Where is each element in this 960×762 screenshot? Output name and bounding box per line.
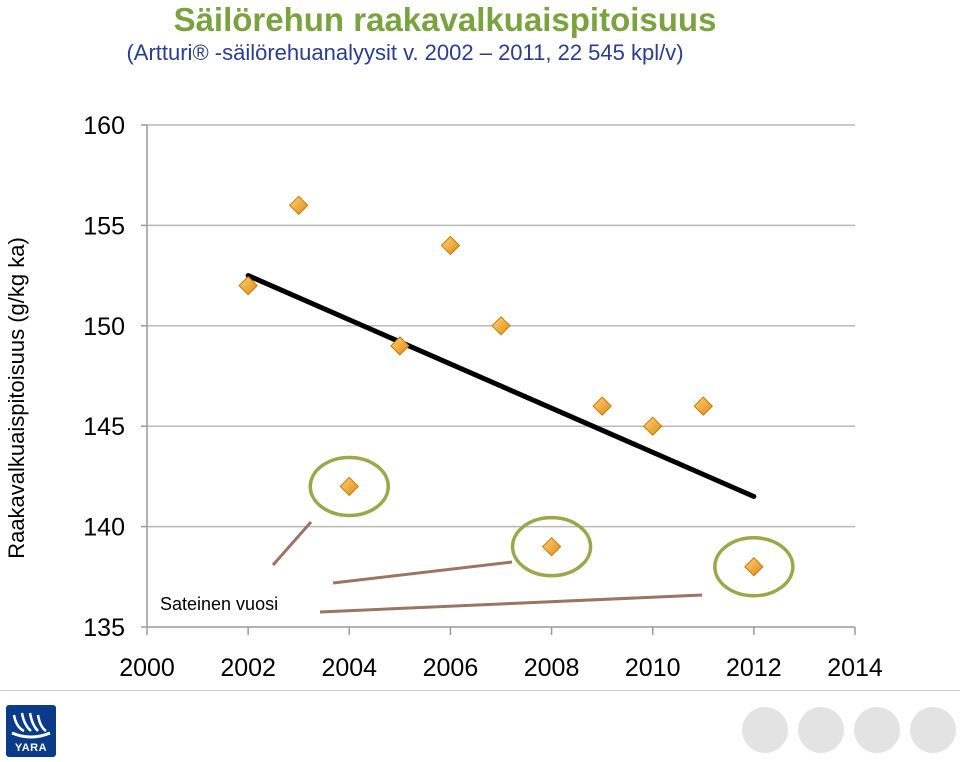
data-points [238, 195, 764, 577]
trendline [245, 273, 757, 499]
highlight-circle [713, 536, 795, 598]
trendline-group [245, 273, 757, 499]
data-point [491, 316, 511, 336]
data-point [592, 396, 612, 416]
x-tick-label: 2014 [827, 654, 883, 682]
data-point [289, 195, 309, 216]
annotation-line [319, 593, 703, 614]
y-axis-label: Raakavalkuaispitoisuus (g/kg ka) [4, 237, 29, 559]
y-tick-label: 160 [83, 112, 125, 140]
x-tick-label: 2000 [119, 654, 175, 682]
x-tick-label: 2002 [220, 654, 276, 682]
highlight-circle [308, 455, 391, 518]
y-tick-label: 150 [83, 313, 125, 341]
data-point [390, 336, 410, 356]
highlight-circles [308, 455, 795, 598]
dot [910, 707, 956, 753]
x-tick-label: 2012 [726, 654, 782, 682]
x-tick-label: 2006 [423, 654, 479, 682]
logo-text: YARA [14, 742, 48, 754]
y-tick-label: 145 [83, 413, 125, 441]
annotation-label: Sateinen vuosi [160, 594, 278, 614]
data-point [744, 557, 764, 577]
data-point [440, 235, 461, 256]
y-tick-label: 140 [83, 514, 125, 542]
viking-ship-icon [11, 712, 51, 739]
annotation-line [271, 521, 313, 566]
data-point [693, 396, 713, 416]
dot [854, 707, 900, 753]
y-tick-labels: 135 140 145 150 155 160 [83, 112, 125, 642]
highlight-circle [510, 515, 593, 578]
decorative-dots [742, 707, 956, 753]
data-point [643, 416, 663, 436]
x-tick-labels: 2000 2002 2004 2006 2008 2010 2012 2014 [119, 654, 883, 682]
annotation-line [332, 560, 513, 585]
x-tick-label: 2004 [321, 654, 377, 682]
y-tick-label: 135 [83, 614, 125, 642]
x-tick-label: 2008 [524, 654, 580, 682]
data-point [238, 275, 258, 296]
chart-subtitle: (Artturi® -säilörehuanalyysit v. 2002 – … [126, 40, 684, 65]
axes [141, 124, 856, 635]
data-point [339, 476, 359, 497]
data-point [541, 536, 562, 557]
dot [742, 707, 788, 753]
chart-title: Säilörehun raakavalkuaispitoisuus [173, 1, 717, 38]
annotation-lines [271, 521, 703, 614]
yara-logo: YARA [6, 705, 56, 757]
dot [798, 707, 844, 753]
y-tick-label: 155 [83, 212, 125, 240]
x-tick-label: 2010 [625, 654, 681, 682]
footer-divider [0, 690, 960, 691]
